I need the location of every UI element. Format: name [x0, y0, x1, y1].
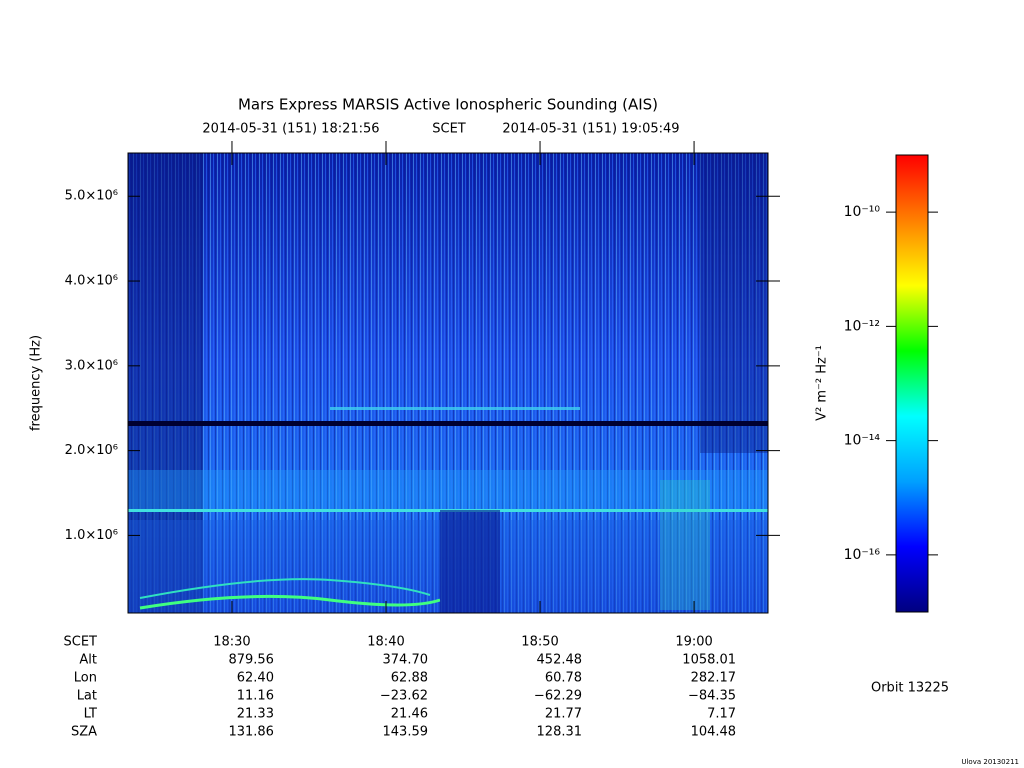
ephemeris-value: 374.70 [383, 653, 429, 668]
ephemeris-value: 104.48 [691, 725, 737, 740]
subtitle-label: SCET [432, 122, 466, 137]
chart-title: Mars Express MARSIS Active Ionospheric S… [238, 96, 658, 114]
ephemeris-label: Alt [79, 653, 97, 668]
ephemeris-value: 131.86 [228, 725, 274, 740]
orbit-label: Orbit 13225 [871, 681, 949, 696]
spectrogram-image [128, 153, 768, 613]
subtitle-start: 2014-05-31 (151) 18:21:56 [202, 122, 379, 137]
ephemeris-value: 143.59 [383, 725, 429, 740]
ephemeris-value: 11.16 [237, 689, 274, 704]
ephemeris-value: 7.17 [707, 707, 736, 722]
ephemeris-value: 21.46 [391, 707, 428, 722]
ephemeris-value: 282.17 [691, 671, 737, 686]
ephemeris-value: 879.56 [228, 653, 274, 668]
ephemeris-value: −62.29 [534, 689, 582, 704]
ephemeris-value: −84.35 [688, 689, 736, 704]
ephemeris-value: 21.77 [545, 707, 582, 722]
y-axis-label: frequency (Hz) [29, 335, 44, 431]
ephemeris-label: Lat [77, 689, 97, 704]
y-tick-label: 2.0×10⁶ [65, 443, 118, 458]
ephemeris-value: 62.40 [237, 671, 274, 686]
footer: Ulova 20130211 [961, 758, 1019, 766]
x-tick-label: 19:00 [675, 635, 712, 650]
colorbar-tick-label: 10⁻¹² [844, 318, 880, 334]
y-tick-label: 4.0×10⁶ [65, 274, 118, 289]
ephemeris-label: SZA [71, 725, 97, 740]
x-tick-label: 18:40 [367, 635, 404, 650]
ephemeris-value: −23.62 [380, 689, 428, 704]
y-tick-label: 3.0×10⁶ [65, 358, 118, 373]
ephemeris-value: 21.33 [237, 707, 274, 722]
ephemeris-value: 452.48 [537, 653, 583, 668]
subtitle-end: 2014-05-31 (151) 19:05:49 [502, 122, 679, 137]
ephemeris-value: 60.78 [545, 671, 582, 686]
y-tick-label: 5.0×10⁶ [65, 189, 118, 204]
colorbar-tick-label: 10⁻¹⁴ [844, 433, 881, 449]
x-tick-label: 18:50 [521, 635, 558, 650]
ephemeris-value: 62.88 [391, 671, 428, 686]
colorbar [895, 154, 929, 613]
colorbar-label: V² m⁻² Hz⁻¹ [815, 345, 830, 421]
plot-frame [127, 152, 769, 614]
ephemeris-value: 128.31 [537, 725, 583, 740]
ephemeris-label: LT [84, 707, 97, 722]
colorbar-tick-label: 10⁻¹⁰ [844, 204, 881, 220]
ephemeris-label: Lon [74, 671, 97, 686]
ephemeris-value: 1058.01 [682, 653, 736, 668]
colorbar-tick-label: 10⁻¹⁶ [844, 547, 881, 563]
x-tick-label: 18:30 [213, 635, 250, 650]
y-tick-label: 1.0×10⁶ [65, 528, 118, 543]
ephemeris-label: SCET [64, 635, 98, 650]
